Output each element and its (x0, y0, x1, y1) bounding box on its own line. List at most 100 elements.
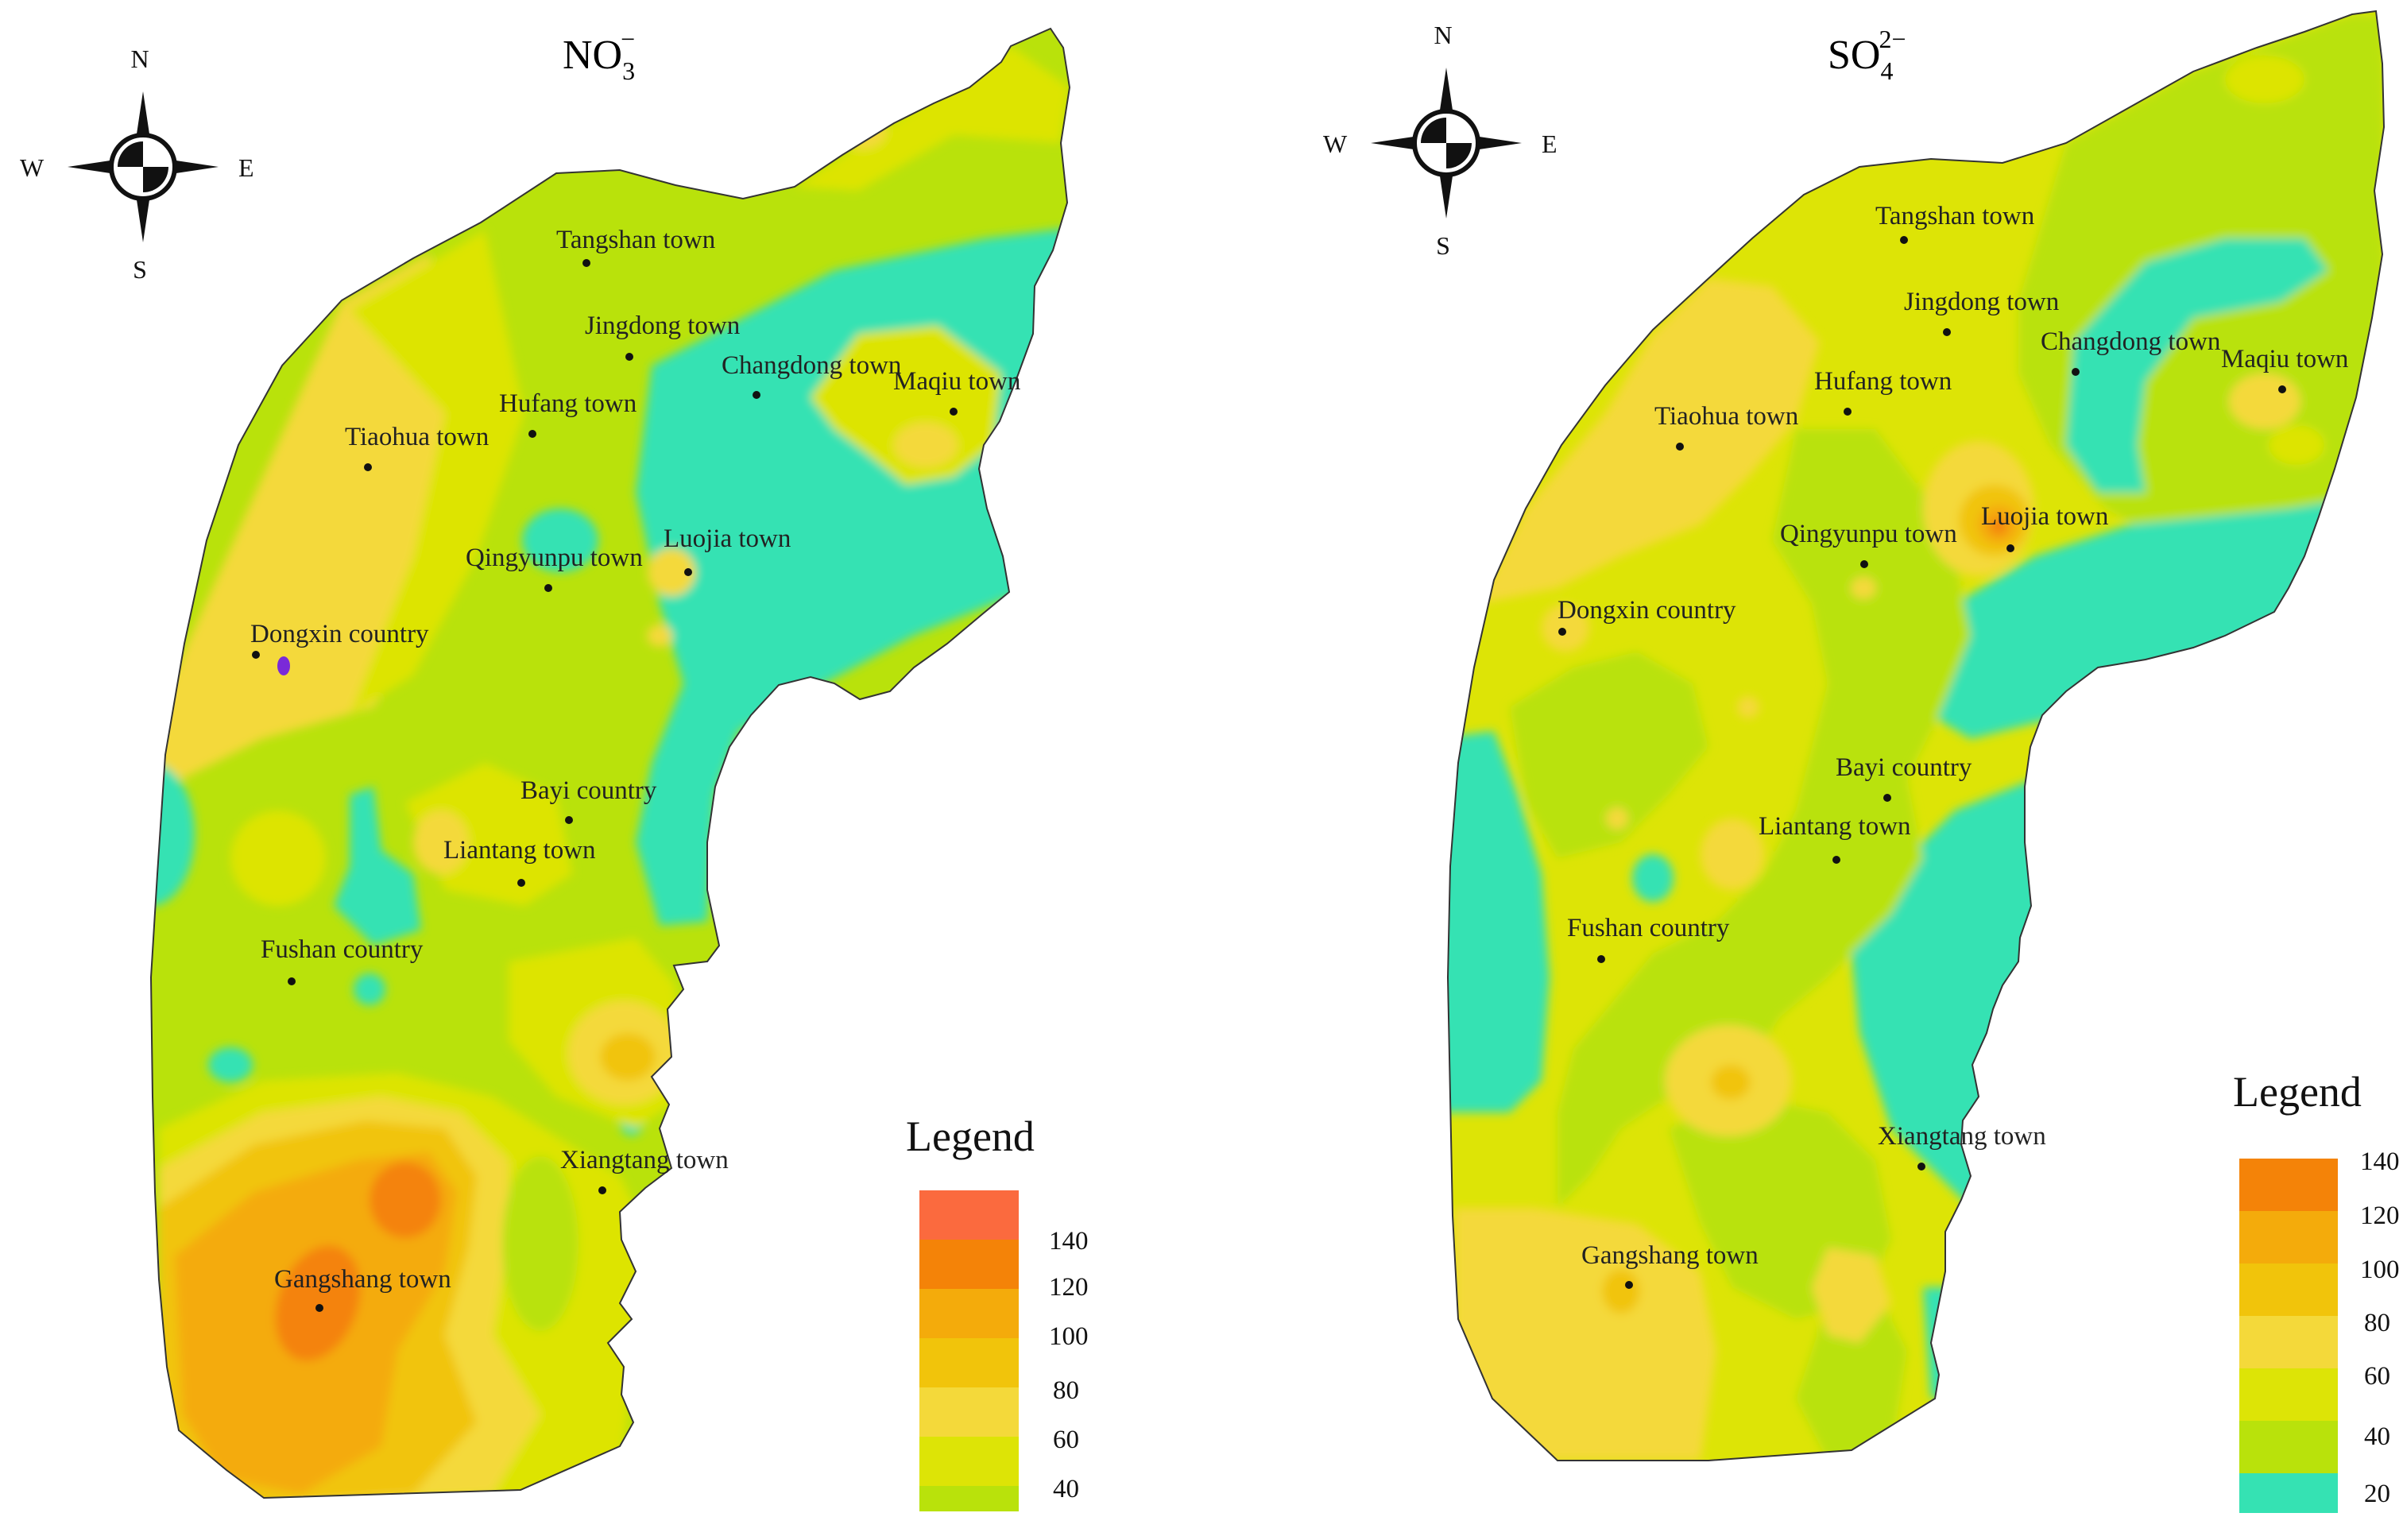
place-luojia: Luojia town (664, 524, 791, 576)
place-gangshang: Gangshang town (274, 1265, 451, 1312)
place-marker (1844, 408, 1852, 416)
place-liantang: Liantang town (443, 836, 596, 887)
compass-needle-e (165, 159, 219, 175)
place-marker (2072, 368, 2080, 376)
place-marker (1597, 955, 1605, 963)
place-labels-no3: Tangshan town Jingdong town Changdong to… (250, 226, 1020, 1312)
place-maqiu: Maqiu town (893, 367, 1020, 416)
place-label: Fushan country (1567, 914, 1730, 942)
compass-needle-n (1438, 68, 1454, 121)
legend-tick: 60 (1053, 1426, 1079, 1454)
legend-tick: 140 (2360, 1147, 2400, 1176)
place-marker (684, 568, 692, 576)
place-label: Tiaohua town (345, 423, 489, 451)
place-bayi: Bayi country (520, 776, 657, 824)
title-sub: 3 (622, 56, 635, 85)
place-fushan: Fushan country (1567, 914, 1730, 963)
place-label: Xiangtang town (1878, 1122, 2046, 1151)
place-marker (1860, 560, 1868, 568)
place-maqiu: Maqiu town (2221, 345, 2348, 393)
compass-needle-e (1468, 135, 1522, 151)
place-label: Luojia town (1981, 502, 2108, 531)
place-marker (1917, 1163, 1925, 1170)
place-label: Hufang town (1814, 367, 1952, 396)
legend-tick: 40 (2364, 1422, 2390, 1451)
legend-tick: 40 (1053, 1475, 1079, 1503)
compass-s: S (1436, 231, 1450, 260)
panel-title-so4: SO4 2− (1828, 25, 1906, 85)
legend-band (919, 1486, 1019, 1511)
place-labels-so4: Tangshan town Jingdong town Changdong to… (1558, 202, 2348, 1289)
place-tiaohua: Tiaohua town (1654, 402, 1798, 451)
legend-tick: 60 (2364, 1362, 2390, 1391)
panel-so4: SO4 2− N S E W (1323, 10, 2400, 1513)
legend-title: Legend (906, 1112, 1035, 1160)
legend-tick: 20 (2364, 1480, 2390, 1508)
place-label: Jingdong town (585, 311, 740, 340)
place-marker (1625, 1281, 1633, 1289)
title-base: NO (563, 33, 622, 78)
place-marker (1558, 628, 1566, 636)
place-label: Gangshang town (1581, 1241, 1759, 1270)
place-xiangtang: Xiangtang town (560, 1146, 729, 1194)
legend-band (919, 1437, 1019, 1486)
legend-tick: 100 (2360, 1256, 2400, 1284)
place-marker (598, 1186, 606, 1194)
place-label: Jingdong town (1904, 288, 2059, 316)
place-label: Fushan country (261, 935, 424, 964)
place-label: Qingyunpu town (466, 544, 643, 572)
place-jingdong: Jingdong town (1904, 288, 2059, 336)
legend-band (919, 1387, 1019, 1437)
place-marker (565, 816, 573, 824)
place-tiaohua: Tiaohua town (345, 423, 489, 471)
place-label: Dongxin country (1558, 596, 1736, 625)
compass-needle-s (1438, 165, 1454, 219)
place-hufang: Hufang town (499, 389, 637, 438)
compass-rose: N S E W (20, 44, 254, 284)
compass-needle-s (135, 189, 151, 242)
place-marker (517, 879, 525, 887)
place-label: Tangshan town (556, 226, 715, 254)
compass-n: N (130, 44, 149, 73)
legend-tick: 100 (1049, 1322, 1089, 1351)
legend-band (2239, 1421, 2338, 1473)
place-label: Liantang town (443, 836, 596, 865)
compass-s: S (133, 255, 147, 284)
place-label: Bayi country (1836, 753, 1972, 782)
place-marker (2006, 544, 2014, 552)
place-changdong: Changdong town (722, 351, 901, 399)
panel-title-no3: NO3 − (563, 25, 635, 85)
place-gangshang: Gangshang town (1581, 1241, 1759, 1289)
place-label: Luojia town (664, 524, 791, 553)
place-label: Xiangtang town (560, 1146, 729, 1174)
title-sub: 4 (1880, 56, 1893, 85)
compass-w: W (20, 153, 44, 182)
place-fushan: Fushan country (261, 935, 424, 985)
place-marker (753, 391, 760, 399)
place-qingyunpu: Qingyunpu town (1780, 520, 1957, 568)
legend-band (919, 1289, 1019, 1338)
legend-band (2239, 1211, 2338, 1263)
place-changdong: Changdong town (2041, 327, 2220, 376)
place-tangshan: Tangshan town (556, 226, 715, 267)
place-jingdong: Jingdong town (585, 311, 740, 361)
legend-band (919, 1190, 1019, 1240)
place-dongxin: Dongxin country (250, 620, 429, 659)
legend-band (2239, 1368, 2338, 1421)
compass-needle-n (135, 91, 151, 145)
place-label: Hufang town (499, 389, 637, 418)
legend-tick: 80 (2364, 1309, 2390, 1337)
place-label: Liantang town (1759, 812, 1911, 841)
place-xiangtang: Xiangtang town (1878, 1122, 2046, 1170)
place-marker (625, 353, 633, 361)
place-hufang: Hufang town (1814, 367, 1952, 416)
compass-needle-w (1371, 135, 1424, 151)
place-marker (364, 463, 372, 471)
place-marker (582, 259, 590, 267)
panel-no3: NO3 − N S E W (20, 25, 1089, 1511)
legend-so4: Legend 140 120 100 80 60 40 20 (2233, 1068, 2400, 1513)
place-marker (2278, 385, 2286, 393)
place-label: Maqiu town (2221, 345, 2348, 373)
place-qingyunpu: Qingyunpu town (466, 544, 643, 592)
